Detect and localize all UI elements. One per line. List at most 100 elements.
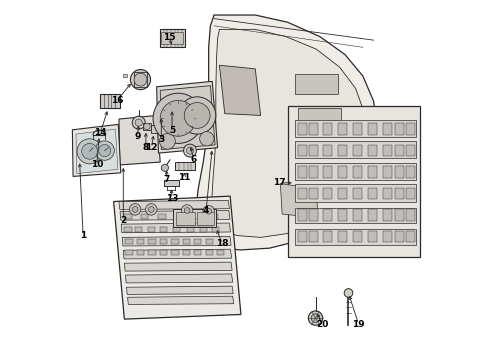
Bar <box>297 210 306 221</box>
Bar <box>137 239 144 244</box>
Bar <box>367 166 376 178</box>
Bar <box>187 227 194 232</box>
Bar <box>160 29 185 47</box>
Polygon shape <box>72 125 121 176</box>
Bar <box>394 188 404 199</box>
Circle shape <box>95 141 114 160</box>
Circle shape <box>181 205 192 216</box>
Text: 14: 14 <box>94 128 106 137</box>
Circle shape <box>148 207 154 212</box>
Bar <box>171 239 178 244</box>
Polygon shape <box>298 108 341 126</box>
Bar <box>322 166 331 178</box>
Bar <box>210 215 217 220</box>
Bar <box>172 227 180 232</box>
Circle shape <box>143 123 150 130</box>
Circle shape <box>310 314 319 322</box>
Bar <box>297 188 306 199</box>
Bar <box>163 180 179 186</box>
Bar <box>297 231 306 242</box>
Bar <box>147 227 155 232</box>
Bar <box>125 250 132 255</box>
Bar <box>337 210 346 221</box>
Bar <box>294 163 415 180</box>
Bar <box>194 215 201 220</box>
Bar <box>308 123 318 135</box>
Circle shape <box>184 103 210 129</box>
Bar <box>287 107 419 257</box>
Circle shape <box>153 93 203 143</box>
Bar <box>158 215 165 220</box>
Bar <box>294 229 415 244</box>
Bar <box>337 231 346 242</box>
Bar <box>367 231 376 242</box>
Bar <box>405 188 414 199</box>
Bar <box>294 141 415 158</box>
Bar <box>322 188 331 199</box>
Bar <box>352 231 362 242</box>
Circle shape <box>130 69 150 90</box>
Circle shape <box>99 144 110 157</box>
Bar <box>205 239 212 244</box>
Bar <box>308 188 318 199</box>
Text: 18: 18 <box>216 239 228 248</box>
Bar <box>160 227 167 232</box>
Polygon shape <box>294 74 337 94</box>
Text: 20: 20 <box>316 320 328 329</box>
Bar <box>352 210 362 221</box>
Circle shape <box>160 100 196 136</box>
Bar <box>297 123 306 135</box>
Bar <box>124 227 131 232</box>
Circle shape <box>344 289 352 297</box>
Bar <box>337 188 346 199</box>
Bar <box>352 145 362 156</box>
Text: 17: 17 <box>273 178 285 187</box>
Polygon shape <box>219 65 260 116</box>
Text: 4: 4 <box>203 206 209 215</box>
Text: 16: 16 <box>111 96 123 105</box>
Bar <box>122 74 126 77</box>
Bar <box>151 125 158 133</box>
Polygon shape <box>76 129 118 174</box>
Bar <box>205 250 212 255</box>
Bar <box>294 120 415 137</box>
Polygon shape <box>211 30 366 237</box>
Text: 7: 7 <box>163 175 169 184</box>
Bar <box>175 162 194 170</box>
Circle shape <box>186 147 193 154</box>
Bar <box>382 231 391 242</box>
Polygon shape <box>156 81 217 153</box>
Text: 12: 12 <box>145 143 157 152</box>
Bar <box>172 209 215 227</box>
Bar <box>367 123 376 135</box>
Polygon shape <box>121 223 230 233</box>
Bar <box>308 231 318 242</box>
Polygon shape <box>119 116 160 165</box>
Bar <box>194 250 201 255</box>
Bar <box>322 123 331 135</box>
Text: 8: 8 <box>142 143 149 152</box>
Bar <box>394 231 404 242</box>
Text: 2: 2 <box>120 216 126 225</box>
Bar <box>337 145 346 156</box>
Bar <box>125 239 132 244</box>
Bar <box>183 239 190 244</box>
Bar <box>367 145 376 156</box>
Bar <box>148 250 155 255</box>
Bar <box>175 212 195 225</box>
Bar <box>405 210 414 221</box>
Bar <box>394 145 404 156</box>
Bar <box>382 210 391 221</box>
Bar <box>297 145 306 156</box>
Text: 6: 6 <box>190 155 196 164</box>
Polygon shape <box>280 184 317 218</box>
Bar <box>140 215 147 220</box>
Bar <box>294 208 415 223</box>
Bar <box>322 231 331 242</box>
Circle shape <box>203 206 214 217</box>
Bar <box>135 227 142 232</box>
Bar <box>352 123 362 135</box>
Circle shape <box>159 134 175 149</box>
Circle shape <box>77 139 102 164</box>
Bar <box>337 166 346 178</box>
